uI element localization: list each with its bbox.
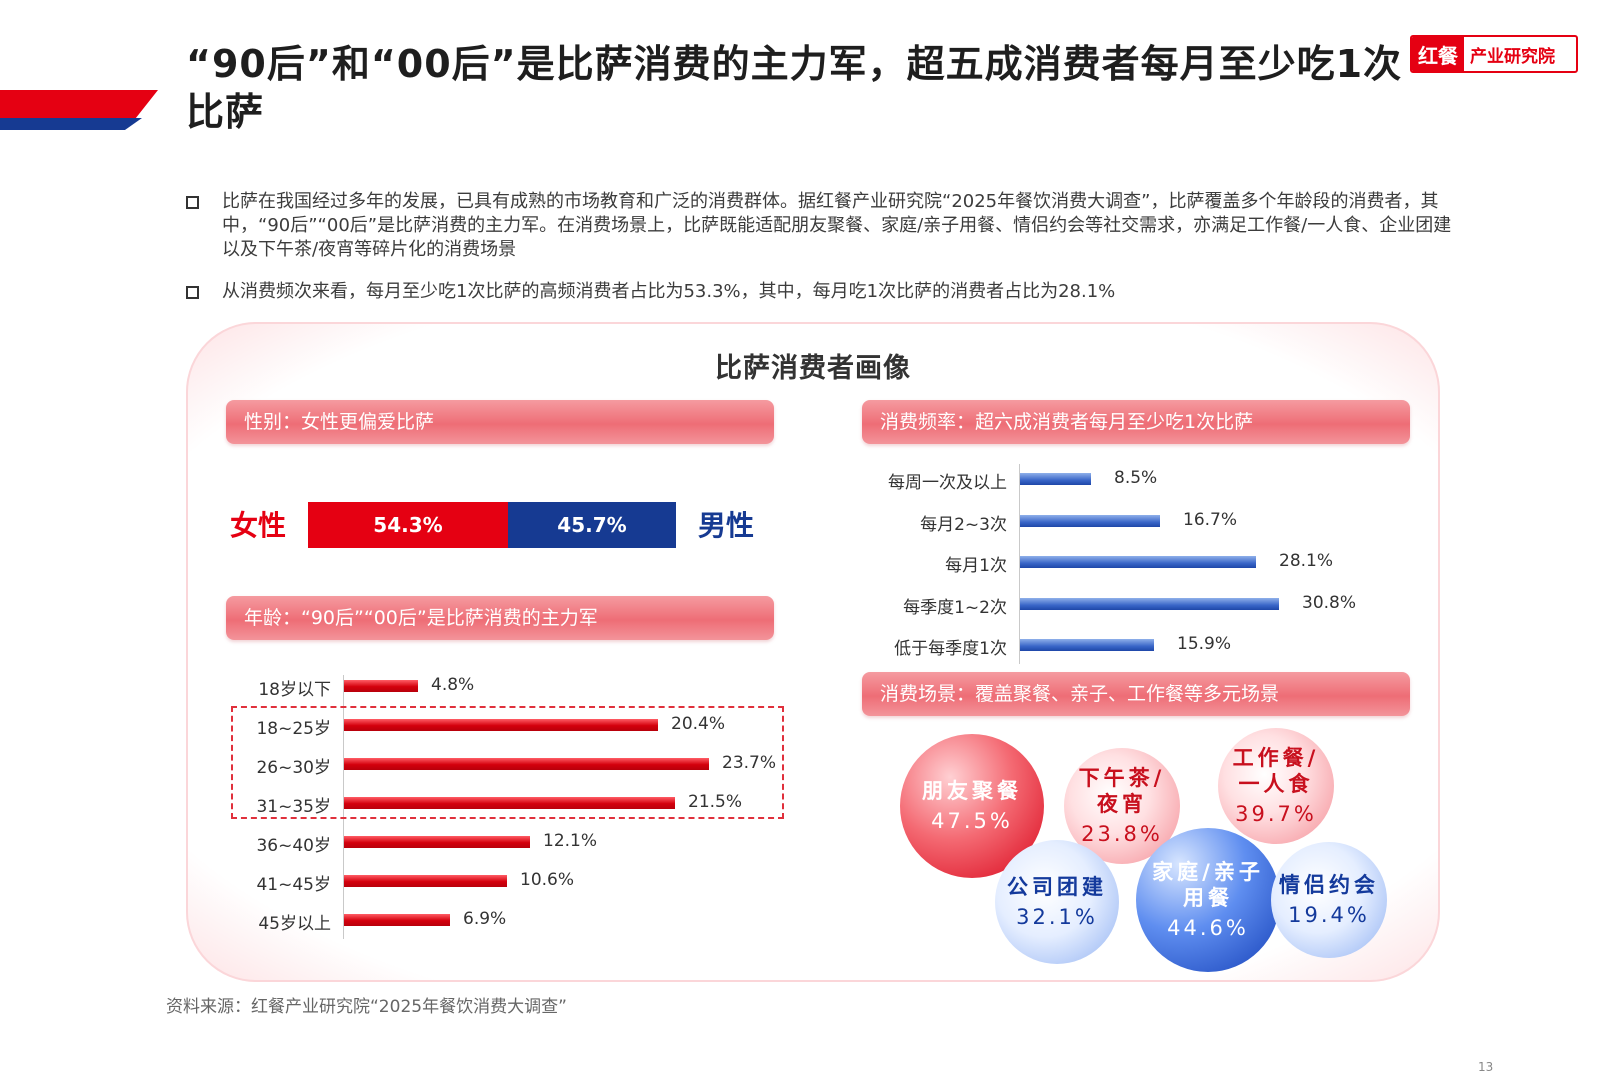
source-note: 资料来源：红餐产业研究院“2025年餐饮消费大调查” [166, 997, 567, 1017]
logo-text: 产业研究院 [1470, 46, 1555, 67]
frequency-category-label: 低于每季度1次 [894, 639, 1007, 659]
gender-label-female: 女性 [230, 509, 287, 542]
age-bar [344, 758, 709, 770]
scene-bubble-value: 19.4% [1288, 903, 1370, 927]
frequency-bar [1020, 473, 1091, 485]
bullet-square-icon [186, 286, 199, 299]
frequency-value-label: 30.8% [1302, 592, 1357, 613]
bullet-text: 从消费频次来看，每月至少吃1次比萨的高频消费者占比为53.3%，其中，每月吃1次… [222, 281, 1116, 302]
scene-bubble-name: 用餐 [1183, 886, 1233, 910]
age-bar [344, 680, 418, 692]
scene-bubble-value: 32.1% [1016, 905, 1098, 929]
summary-bullets: 比萨在我国经过多年的发展，已具有成熟的市场教育和广泛的消费群体。据红餐产业研究院… [186, 190, 1456, 322]
scene-bubble-value: 44.6% [1167, 916, 1249, 940]
bullet-item: 比萨在我国经过多年的发展，已具有成熟的市场教育和广泛的消费群体。据红餐产业研究院… [186, 190, 1456, 262]
scene-bubble: 公司团建 32.1% [995, 840, 1119, 964]
frequency-chart-axis [1019, 464, 1020, 664]
logo-mark: 红餐 [1412, 37, 1464, 71]
age-category-label: 26~30岁 [256, 758, 331, 778]
page-number: 13 [1478, 1060, 1494, 1074]
scene-bubble-name: 夜宵 [1097, 792, 1147, 816]
age-category-label: 41~45岁 [256, 875, 331, 895]
age-value-label: 20.4% [671, 714, 726, 734]
frequency-category-label: 每月2~3次 [920, 514, 1007, 535]
age-category-label: 18~25岁 [256, 719, 331, 739]
gender-bar-male: 45.7% [508, 502, 676, 548]
age-value-label: 21.5% [688, 792, 743, 812]
scene-bubble-name: 工作餐/ [1232, 746, 1320, 770]
scene-bubble: 情侣约会 19.4% [1271, 842, 1387, 958]
scene-bubble-name: 下午茶/ [1078, 766, 1166, 790]
age-bar [344, 797, 675, 809]
age-value-label: 6.9% [463, 909, 507, 929]
scene-bubble-name: 朋友聚餐 [922, 779, 1022, 803]
scene-bubble-name: 公司团建 [1007, 875, 1107, 899]
age-category-label: 45岁以上 [258, 914, 331, 934]
frequency-value-label: 15.9% [1177, 634, 1232, 654]
age-highlight-box [231, 706, 784, 819]
age-value-label: 4.8% [431, 675, 475, 695]
frequency-value-label: 16.7% [1183, 509, 1238, 530]
scene-bubble: 家庭/亲子 用餐 44.6% [1136, 828, 1280, 972]
frequency-value-label: 8.5% [1114, 468, 1158, 488]
header-stripe-red [0, 90, 158, 118]
age-pill: 年龄：“90后”“00后”是比萨消费的主力军 [226, 596, 774, 640]
page-title: “90后”和“00后”是比萨消费的主力军，超五成消费者每月至少吃1次比萨 [186, 42, 1403, 134]
age-bar [344, 875, 507, 887]
scene-bubble: 工作餐/一人食 39.7% [1218, 728, 1334, 844]
frequency-bar [1020, 556, 1256, 568]
scene-pill: 消费场景：覆盖聚餐、亲子、工作餐等多元场景 [862, 672, 1410, 716]
gender-bar-female: 54.3% [308, 502, 508, 548]
scene-bubble: 朋友聚餐 47.5% [900, 734, 1044, 878]
brand-logo: 红餐 产业研究院 [1410, 35, 1578, 73]
scene-bubble-name: 家庭/亲子 [1152, 860, 1264, 884]
bullet-item: 从消费频次来看，每月至少吃1次比萨的高频消费者占比为53.3%，其中，每月吃1次… [186, 280, 1456, 304]
age-bar [344, 836, 530, 848]
scene-bubble-name: 情侣约会 [1279, 873, 1379, 897]
age-bar [344, 914, 450, 926]
age-bar [344, 719, 658, 731]
gender-label-male: 男性 [698, 509, 755, 542]
frequency-category-label: 每周一次及以上 [888, 473, 1007, 493]
scene-bubble-value: 47.5% [931, 809, 1013, 833]
panel-title: 比萨消费者画像 [715, 353, 911, 384]
frequency-bar [1020, 597, 1279, 610]
bullet-text: 比萨在我国经过多年的发展，已具有成熟的市场教育和广泛的消费群体。据红餐产业研究院… [222, 191, 1452, 260]
frequency-category-label: 每月1次 [945, 556, 1007, 576]
frequency-pill: 消费频率：超六成消费者每月至少吃1次比萨 [862, 400, 1410, 444]
age-chart-axis [343, 675, 344, 939]
age-value-label: 23.7% [722, 753, 777, 773]
header-stripe-blue [0, 118, 142, 130]
frequency-category-label: 每季度1~2次 [903, 597, 1007, 618]
gender-pill: 性别：女性更偏爱比萨 [226, 400, 774, 444]
age-category-label: 36~40岁 [256, 836, 331, 856]
scene-bubble-name: 一人食 [1238, 772, 1314, 796]
frequency-bar [1020, 514, 1160, 527]
bullet-square-icon [186, 196, 199, 209]
scene-bubble-value: 23.8% [1081, 822, 1163, 846]
age-value-label: 12.1% [543, 831, 598, 851]
age-category-label: 31~35岁 [256, 797, 331, 817]
frequency-value-label: 28.1% [1279, 551, 1334, 571]
age-category-label: 18岁以下 [258, 680, 331, 700]
age-value-label: 10.6% [520, 870, 575, 890]
scene-bubble-value: 39.7% [1235, 802, 1317, 826]
frequency-bar [1020, 639, 1154, 651]
